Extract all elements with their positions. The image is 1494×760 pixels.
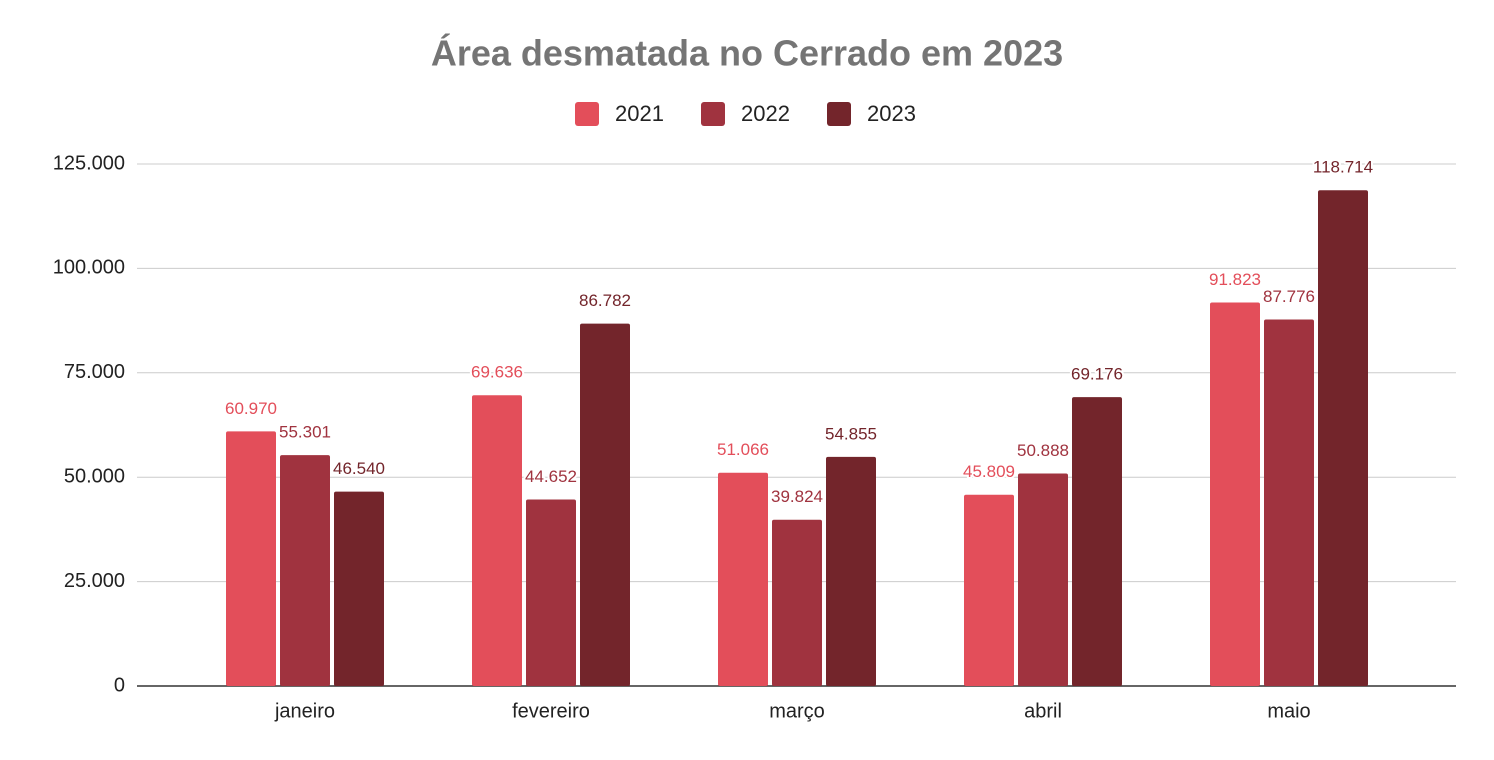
- bar: [826, 456, 876, 686]
- value-label: 118.714: [1313, 158, 1373, 177]
- y-tick-label: 125.000: [53, 152, 125, 174]
- legend-swatch: [827, 102, 851, 126]
- bar: [772, 519, 822, 686]
- bar: [1210, 302, 1260, 686]
- legend-swatch: [575, 102, 599, 126]
- value-label: 39.824: [771, 487, 823, 506]
- y-tick-label: 0: [114, 674, 125, 696]
- bar: [964, 494, 1014, 686]
- value-label: 51.066: [717, 440, 769, 459]
- value-label: 54.855: [825, 424, 877, 443]
- x-tick-label: janeiro: [274, 700, 335, 722]
- x-tick-label: abril: [1024, 700, 1062, 722]
- bar: [472, 395, 522, 686]
- value-label: 87.776: [1263, 287, 1315, 306]
- bar: [1318, 190, 1368, 686]
- legend-label: 2023: [867, 101, 916, 126]
- value-label: 55.301: [279, 423, 331, 442]
- value-label: 86.782: [579, 291, 631, 310]
- y-tick-label: 50.000: [64, 465, 125, 487]
- bar: [580, 323, 630, 686]
- y-tick-label: 100.000: [53, 257, 125, 279]
- y-tick-label: 75.000: [64, 361, 125, 383]
- value-label: 45.809: [963, 462, 1015, 481]
- legend-swatch: [701, 102, 725, 126]
- bar: [526, 499, 576, 686]
- bar: [718, 472, 768, 686]
- value-label: 91.823: [1209, 270, 1261, 289]
- bar: [226, 431, 276, 686]
- x-tick-label: fevereiro: [512, 700, 590, 722]
- value-label: 69.636: [471, 363, 523, 382]
- x-tick-label: maio: [1267, 700, 1310, 722]
- chart-title: Área desmatada no Cerrado em 2023: [431, 33, 1063, 74]
- bar: [1264, 319, 1314, 686]
- value-label: 69.176: [1071, 365, 1123, 384]
- y-tick-label: 25.000: [64, 570, 125, 592]
- bar: [1018, 473, 1068, 686]
- value-label: 60.970: [225, 399, 277, 418]
- bar: [280, 455, 330, 686]
- x-tick-label: março: [769, 700, 825, 722]
- legend-label: 2021: [615, 101, 664, 126]
- bar: [334, 491, 384, 686]
- value-label: 46.540: [333, 459, 385, 478]
- value-label: 50.888: [1017, 441, 1069, 460]
- bar: [1072, 397, 1122, 686]
- legend-label: 2022: [741, 101, 790, 126]
- value-label: 44.652: [525, 467, 577, 486]
